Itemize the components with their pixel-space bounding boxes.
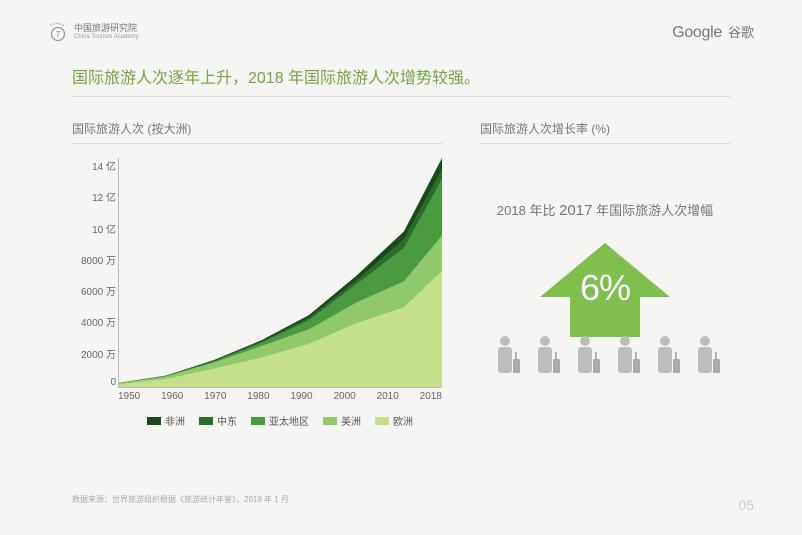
growth-value: 6% — [480, 267, 730, 309]
legend-label: 中东 — [217, 413, 237, 428]
y-tick: 0 — [110, 377, 116, 388]
page-number: 05 — [738, 497, 754, 513]
x-tick: 2000 — [333, 391, 355, 402]
y-tick: 10 亿 — [92, 221, 116, 236]
legend-swatch — [323, 417, 337, 425]
legend-label: 非洲 — [165, 413, 185, 428]
y-tick: 6000 万 — [81, 283, 116, 298]
y-tick: 8000 万 — [81, 252, 116, 267]
x-tick: 1980 — [247, 391, 269, 402]
legend-item: 欧洲 — [375, 413, 413, 428]
x-tick: 1960 — [161, 391, 183, 402]
svg-text:T: T — [56, 30, 62, 39]
growth-infographic: 6% — [480, 237, 730, 377]
legend-label: 美洲 — [341, 413, 361, 428]
legend-swatch — [147, 417, 161, 425]
org-name: 中国旅游研究院 — [74, 24, 139, 34]
org-logo: T 中国旅游研究院 China Tourism Academy — [48, 22, 139, 42]
stacked-area-chart: 14 亿 12 亿 10 亿 8000 万 6000 万 4000 万 2000 万 0 19… — [72, 148, 442, 428]
growth-title: 国际旅游人次增长率 (%) — [480, 120, 730, 144]
x-tick: 1990 — [290, 391, 312, 402]
x-tick: 2010 — [377, 391, 399, 402]
y-tick: 4000 万 — [81, 314, 116, 329]
legend-item: 非洲 — [147, 413, 185, 428]
source-note: 数据来源：世界旅游组织根据《旅游统计年鉴》，2019 年 1 月 — [72, 494, 289, 505]
x-tick: 1970 — [204, 391, 226, 402]
legend-label: 亚太地区 — [269, 413, 309, 428]
y-tick: 12 亿 — [92, 189, 116, 204]
legend-item: 亚太地区 — [251, 413, 309, 428]
legend-swatch — [375, 417, 389, 425]
legend-item: 美洲 — [323, 413, 361, 428]
legend-swatch — [251, 417, 265, 425]
legend-label: 欧洲 — [393, 413, 413, 428]
x-tick: 1950 — [118, 391, 140, 402]
legend-swatch — [199, 417, 213, 425]
google-logo: Google 谷歌 — [672, 22, 754, 42]
chart-title: 国际旅游人次 (按大洲) — [72, 120, 442, 144]
org-name-en: China Tourism Academy — [74, 34, 139, 40]
growth-caption: 2018 年比 2017 年国际旅游人次增幅 — [480, 200, 730, 219]
y-tick: 2000 万 — [81, 346, 116, 361]
divider — [72, 96, 730, 97]
y-tick: 14 亿 — [92, 158, 116, 173]
legend-item: 中东 — [199, 413, 237, 428]
headline: 国际旅游人次逐年上升，2018 年国际旅游人次增势较强。 — [72, 64, 480, 88]
x-tick: 2018 — [420, 391, 442, 402]
